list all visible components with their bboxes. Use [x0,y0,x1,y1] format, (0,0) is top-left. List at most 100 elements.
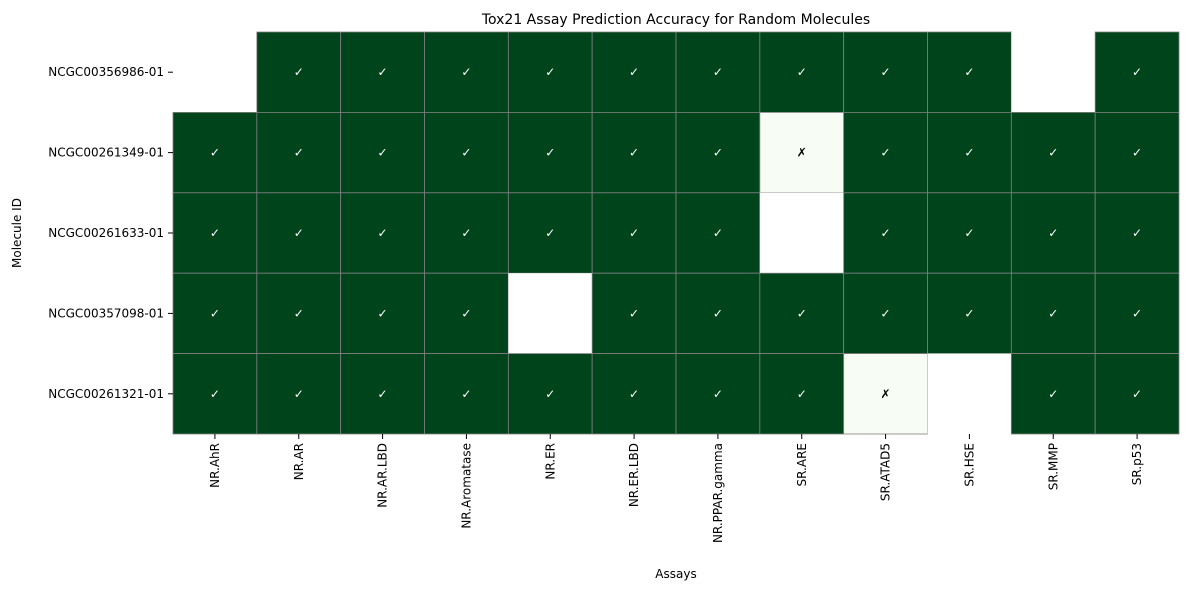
chart-title: Tox21 Assay Prediction Accuracy for Rand… [481,12,870,28]
correct-mark: ✓ [629,146,639,160]
correct-mark: ✓ [1132,306,1142,320]
correct-mark: ✓ [294,226,304,240]
x-tick-label-nr-ppar-gamma: NR.PPAR.gamma [711,443,725,543]
heatmap-cell-r4-c5 [591,353,677,435]
x-tick-label-nr-ahr: NR.AhR [208,443,222,488]
correct-mark: ✓ [294,146,304,160]
correct-mark: ✓ [797,306,807,320]
correct-mark: ✓ [294,65,304,79]
heatmap-cell-r2-c2 [340,192,425,274]
heatmap-cell-r4-c4 [507,353,593,435]
incorrect-mark: ✗ [881,387,891,401]
correct-mark: ✓ [713,226,723,240]
x-axis-ticks: NR.AhR NR.AR NR.AR.LBD NR.Aromatase NR.ER NR.… [208,434,1144,543]
correct-mark: ✓ [545,387,555,401]
y-tick-label-ncgc00261349-01: NCGC00261349-01 [48,146,164,160]
correct-mark: ✓ [629,226,639,240]
correct-mark: ✓ [461,65,471,79]
heatmap-cells: ✓ ✓ ✓ ✓ ✓ ✓ ✓ ✓ ✓ ✓ ✓ ✓ ✓ ✓ ✓ ✓ ✓ ✗ ✓ ✓ ✓ ✓ ✓ ✓ ✓ ✓ ✓ ✓ ✓ ✓ ✓ ✓ ✓ ✓ ✓ ✓ ✓ ✓ ✓ ✓… [172,31,1180,435]
x-tick-label-nr-er-lbd: NR.ER.LBD [627,443,641,507]
correct-mark: ✓ [1048,226,1058,240]
heatmap-cell-r4-c6 [675,353,761,435]
heatmap-cell-r3-c9 [927,272,1012,355]
heatmap-cell-r1-c11 [1094,112,1180,194]
heatmap-cell-r2-c0 [172,192,258,274]
y-tick-label-ncgc00261633-01: NCGC00261633-01 [48,226,164,240]
correct-mark: ✓ [964,65,974,79]
correct-mark: ✓ [629,65,639,79]
heatmap-cell-r2-c5 [591,192,677,274]
y-axis-ticks: NCGC00356986-01 NCGC00261349-01 NCGC002616… [48,65,173,401]
incorrect-mark: ✗ [797,146,807,160]
heatmap-cell-r4-c11 [1094,353,1180,435]
correct-mark: ✓ [461,226,471,240]
heatmap-cell-r3-c1 [256,272,342,355]
heatmap-cell-r3-c3 [424,272,509,355]
heatmap-cell-r3-c5 [591,272,677,355]
x-tick-label-nr-ar-lbd: NR.AR.LBD [376,443,390,508]
correct-mark: ✓ [964,306,974,320]
heatmap-cell-r1-c8 [843,112,928,194]
x-tick-label-sr-are: SR.ARE [795,443,809,486]
x-tick-label-sr-mmp: SR.MMP [1046,443,1060,490]
correct-mark: ✓ [378,65,388,79]
heatmap-cell-r1-c5 [591,112,677,194]
heatmap-cell-r2-c9 [927,192,1012,274]
correct-mark: ✓ [461,146,471,160]
heatmap-cell-r0-c1 [256,31,342,113]
heatmap-cell-r0-c11 [1094,31,1180,113]
correct-mark: ✓ [545,65,555,79]
correct-mark: ✓ [964,146,974,160]
y-tick-label-ncgc00261321-01: NCGC00261321-01 [48,387,164,401]
correct-mark: ✓ [378,306,388,320]
correct-mark: ✓ [210,146,220,160]
correct-mark: ✓ [964,226,974,240]
heatmap-cell-r4-c2 [340,353,425,435]
correct-mark: ✓ [881,146,891,160]
heatmap-cell-r2-c4 [507,192,593,274]
heatmap-cell-r1-c2 [340,112,425,194]
heatmap-cell-r3-c7 [759,272,845,355]
heatmap-cell-r3-c4 [508,273,593,354]
heatmap-cell-r1-c10 [1010,112,1096,194]
correct-mark: ✓ [881,65,891,79]
correct-mark: ✓ [713,65,723,79]
y-axis-label: Molecule ID [10,198,24,268]
correct-mark: ✓ [797,387,807,401]
heatmap-cell-r0-c0 [173,32,257,113]
heatmap-cell-r1-c9 [927,112,1012,194]
correct-mark: ✓ [1132,387,1142,401]
x-tick-label-sr-atad5: SR.ATAD5 [879,443,893,501]
heatmap-cell-r0-c6 [675,31,761,113]
heatmap-cell-r3-c6 [675,272,761,355]
heatmap-cell-r1-c3 [424,112,509,194]
correct-mark: ✓ [378,226,388,240]
correct-mark: ✓ [797,65,807,79]
heatmap-cell-r0-c4 [507,31,593,113]
heatmap-cell-r4-c1 [256,353,342,435]
heatmap-cell-r0-c5 [591,31,677,113]
heatmap-cell-r1-c6 [675,112,761,194]
heatmap-cell-r2-c6 [675,192,761,274]
correct-mark: ✓ [1048,306,1058,320]
x-tick-label-nr-er: NR.ER [543,443,557,480]
heatmap-cell-r0-c3 [424,31,509,113]
correct-mark: ✓ [1048,387,1058,401]
heatmap-cell-r4-c3 [424,353,509,435]
correct-mark: ✓ [210,306,220,320]
heatmap-cell-r0-c10 [1011,32,1096,113]
correct-mark: ✓ [881,306,891,320]
correct-mark: ✓ [545,146,555,160]
heatmap-cell-r1-c4 [507,112,593,194]
x-axis-label: Assays [655,567,696,581]
correct-mark: ✓ [629,306,639,320]
correct-mark: ✓ [1132,65,1142,79]
heatmap-cell-r0-c2 [340,31,425,113]
correct-mark: ✓ [713,146,723,160]
heatmap-cell-r2-c7 [759,192,844,274]
correct-mark: ✓ [713,387,723,401]
heatmap-cell-r3-c2 [340,272,425,355]
heatmap-cell-r2-c11 [1094,192,1180,274]
heatmap-cell-r3-c11 [1094,272,1180,355]
heatmap-cell-r4-c10 [1010,353,1096,435]
